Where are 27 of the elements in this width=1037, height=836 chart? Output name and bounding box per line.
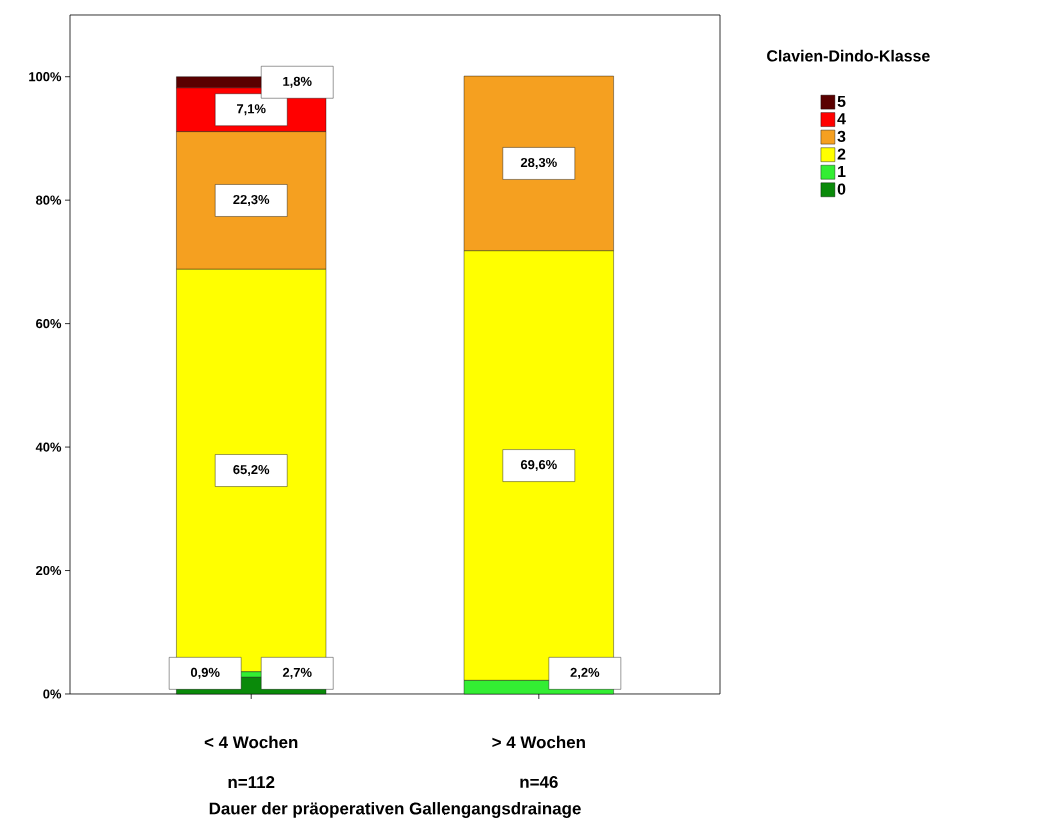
legend-title: Clavien-Dindo-Klasse bbox=[767, 49, 930, 62]
y-tick-label: 80% bbox=[35, 195, 62, 205]
data-label: 0,9% bbox=[190, 667, 220, 679]
y-tick-label: 20% bbox=[36, 565, 62, 576]
y-tick-label: 40% bbox=[35, 442, 62, 452]
legend-label: 4 bbox=[837, 113, 846, 125]
x-tick-label: > 4 Wochen bbox=[492, 735, 585, 749]
data-label: 65,2% bbox=[233, 465, 270, 477]
legend-label: 5 bbox=[837, 95, 846, 108]
text: n=112 bbox=[228, 776, 275, 788]
data-label: 2,2% bbox=[570, 667, 600, 679]
x-axis-title: Dauer der präoperativen Gallengangsdrainage bbox=[209, 802, 581, 818]
x-tick-label: < 4 Wochen bbox=[204, 735, 298, 749]
legend-label: 2 bbox=[837, 148, 846, 160]
y-tick-label: 100% bbox=[29, 72, 62, 82]
legend-label: 1 bbox=[838, 166, 846, 177]
text: n=46 bbox=[520, 775, 558, 788]
legend-label: 3 bbox=[837, 130, 846, 143]
data-label: 7,1% bbox=[237, 104, 266, 116]
data-label: 1,8% bbox=[283, 76, 312, 88]
data-label: 69,6% bbox=[520, 460, 557, 472]
y-tick-label: 0% bbox=[43, 689, 62, 699]
data-label: 28,3% bbox=[520, 157, 557, 169]
legend-label: 0 bbox=[837, 183, 846, 195]
data-label: 22,3% bbox=[233, 194, 270, 206]
y-tick-label: 60% bbox=[36, 319, 62, 329]
data-label: 2,7% bbox=[282, 667, 312, 679]
